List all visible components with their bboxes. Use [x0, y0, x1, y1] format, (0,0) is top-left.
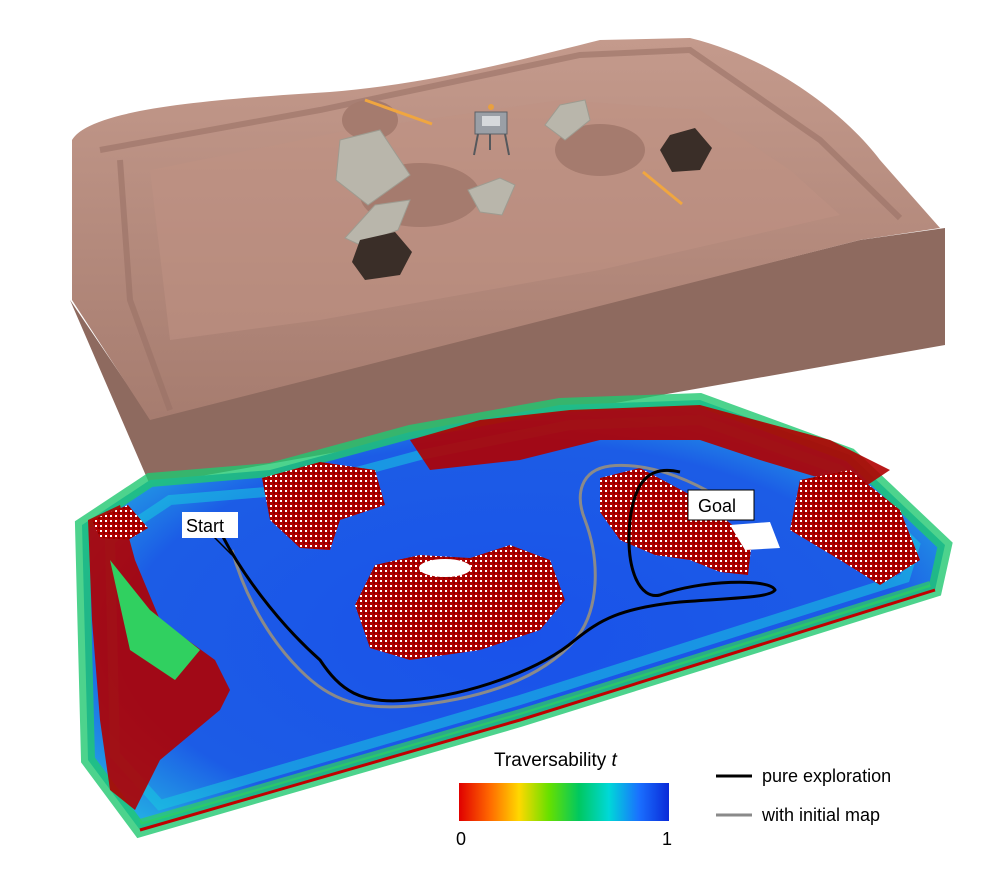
obstacle-central-island	[355, 545, 565, 660]
obstacle-small-block	[92, 505, 148, 540]
colorbar-min-label: 0	[456, 829, 466, 849]
legend: pure exploration with initial map	[716, 766, 891, 825]
terrain-model	[70, 38, 945, 485]
map-bottom-edge	[139, 588, 936, 832]
obstacle-top-ridge	[410, 405, 890, 490]
obstacle-right-hole	[730, 522, 780, 550]
colorbar-max-label: 1	[662, 829, 672, 849]
colorbar: Traversability t 0 1	[456, 750, 672, 849]
start-label-bg	[182, 512, 238, 538]
path-pure-exploration	[220, 468, 777, 703]
obstacle-upper-left-block	[262, 462, 385, 550]
goal-label: Goal	[698, 496, 736, 516]
goal-label-box	[687, 489, 755, 521]
orange-stick	[642, 170, 683, 206]
light-rock	[544, 99, 591, 141]
start-annotation: Start	[182, 512, 238, 556]
obstacle-central-hole	[419, 559, 471, 577]
orange-stick	[364, 98, 433, 126]
path-with-initial-map	[230, 463, 721, 709]
colorbar-title: Traversability t	[494, 750, 618, 771]
legend-label-with-initial-map: with initial map	[761, 805, 880, 825]
map-bottom-green	[139, 581, 931, 825]
obstacle-left-ridge-inner	[110, 560, 200, 680]
dark-rock	[660, 128, 712, 172]
obstacle-far-right	[790, 470, 920, 585]
light-rock	[467, 177, 516, 216]
start-label: Start	[186, 516, 224, 536]
colorbar-gradient	[459, 783, 669, 821]
light-rock	[335, 129, 411, 206]
start-leader-line	[213, 536, 233, 556]
terrain-hill	[555, 124, 645, 176]
colorbar-title-var: t	[612, 750, 618, 771]
terrain-rim	[99, 46, 903, 412]
rover-model	[473, 104, 510, 156]
terrain-hill	[342, 100, 398, 140]
goal-annotation: Goal	[687, 489, 755, 521]
colorbar-title-text: Traversability	[494, 750, 607, 771]
obstacle-right-block	[600, 468, 752, 575]
legend-label-pure-exploration: pure exploration	[762, 766, 891, 786]
terrain-side-wall	[70, 228, 945, 485]
light-rock	[344, 199, 411, 246]
dark-rock	[352, 232, 412, 280]
